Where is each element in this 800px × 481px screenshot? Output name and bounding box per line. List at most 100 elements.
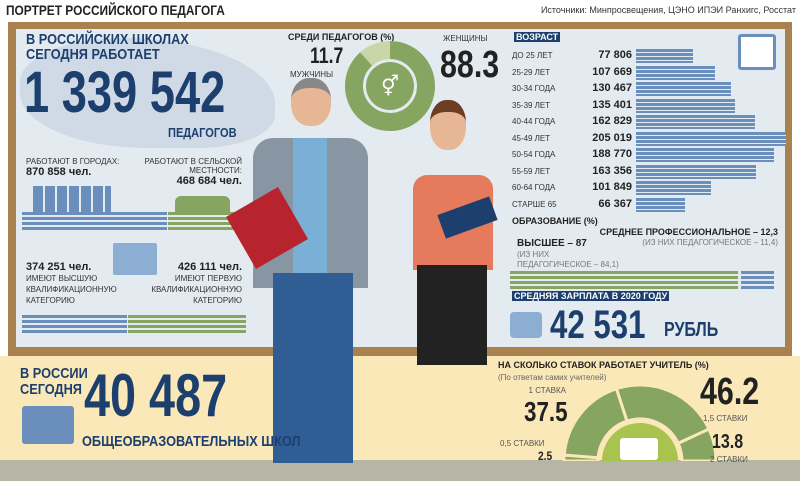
age-bar bbox=[636, 65, 715, 80]
rates-title: НА СКОЛЬКО СТАВОК РАБОТАЕТ УЧИТЕЛЬ (%) bbox=[498, 360, 709, 370]
rate-value: 46.2 bbox=[700, 371, 760, 413]
secondary-education-bar bbox=[741, 271, 774, 291]
age-bar bbox=[636, 49, 693, 63]
gender-title: СРЕДИ ПЕДАГОГОВ (%) bbox=[288, 32, 395, 42]
schools-line2: СЕГОДНЯ bbox=[20, 381, 82, 398]
age-row: 25-29 ЛЕТ 107 669 bbox=[512, 65, 782, 81]
age-bar bbox=[636, 164, 756, 179]
age-value: 130 467 bbox=[592, 82, 632, 94]
age-label: 35-39 ЛЕТ bbox=[512, 100, 551, 110]
higher-education-bar bbox=[510, 271, 738, 291]
source-note: Источники: Минпросвещения, ЦЭНО ИПЭИ Ран… bbox=[540, 5, 796, 15]
rate-value: 2.5 bbox=[538, 449, 553, 463]
rural-bar bbox=[168, 212, 245, 232]
age-bar bbox=[636, 131, 786, 146]
age-label: 25-29 ЛЕТ bbox=[512, 67, 551, 77]
age-bar bbox=[636, 82, 732, 96]
wallet-icon bbox=[510, 312, 542, 338]
age-bar bbox=[636, 98, 736, 113]
schools-value: 40 487 bbox=[84, 362, 228, 429]
rates-subtitle: (По ответам самих учителей) bbox=[498, 373, 607, 382]
rate-value: 13.8 bbox=[712, 431, 744, 453]
age-value: 162 829 bbox=[592, 115, 632, 127]
age-row: СТАРШЕ 65 66 367 bbox=[512, 197, 782, 213]
rate-label: 0,5 СТАВКИ bbox=[500, 439, 545, 448]
age-label: 60-64 ГОДА bbox=[512, 183, 556, 192]
city-value: 870 858 чел. bbox=[26, 166, 92, 178]
education-title: ОБРАЗОВАНИЕ (%) bbox=[512, 216, 598, 226]
education-secondary: СРЕДНЕЕ ПРОФЕССИОНАЛЬНОЕ – 12,3 bbox=[599, 227, 778, 237]
age-row: 40-44 ГОДА 162 829 bbox=[512, 114, 782, 130]
total-line2: СЕГОДНЯ РАБОТАЕТ bbox=[26, 46, 160, 63]
gender-symbol-icon bbox=[366, 62, 414, 110]
age-label: 30-34 ГОДА bbox=[512, 84, 556, 93]
total-line1: В РОССИЙСКИХ ШКОЛАХ bbox=[26, 31, 189, 48]
highest-cat-value: 374 251 чел. bbox=[26, 261, 92, 273]
first-cat-value: 426 111 чел. bbox=[177, 261, 242, 273]
rural-label1: РАБОТАЮТ В СЕЛЬСКОЙ bbox=[144, 157, 242, 166]
age-label: 55-59 ЛЕТ bbox=[512, 166, 551, 176]
age-label: 45-49 ЛЕТ bbox=[512, 133, 551, 143]
highest-cat-text: ИМЕЮТ ВЫСШУЮ bbox=[26, 274, 98, 283]
age-label: 40-44 ГОДА bbox=[512, 117, 556, 126]
age-value: 66 367 bbox=[598, 197, 632, 210]
salary-unit: РУБЛЬ bbox=[664, 319, 719, 341]
briefcase-icon bbox=[620, 438, 658, 460]
page-title: ПОРТРЕТ РОССИЙСКОГО ПЕДАГОГА bbox=[6, 2, 225, 18]
first-cat-text: ИМЕЮТ ПЕРВУЮ bbox=[174, 274, 242, 283]
age-row: 30-34 ГОДА 130 467 bbox=[512, 81, 782, 97]
age-bar bbox=[636, 197, 685, 212]
first-cat-text: КАТЕГОРИЮ bbox=[193, 296, 242, 305]
rate-label: 1,5 СТАВКИ bbox=[703, 414, 748, 423]
age-bar bbox=[636, 115, 756, 129]
age-title: ВОЗРАСТ bbox=[514, 32, 561, 42]
women-slice bbox=[345, 41, 435, 131]
age-bar bbox=[636, 181, 711, 195]
rate-label: 2 СТАВКИ bbox=[710, 455, 748, 464]
city-buildings-icon bbox=[33, 186, 111, 212]
age-label: СТАРШЕ 65 bbox=[512, 199, 557, 209]
first-cat-text: КВАЛИФИКАЦИОННУЮ bbox=[151, 285, 242, 294]
age-row: 50-54 ГОДА 188 770 bbox=[512, 147, 782, 163]
age-label: ДО 25 ЛЕТ bbox=[512, 51, 553, 60]
age-row: ДО 25 ЛЕТ 77 806 bbox=[512, 48, 782, 64]
age-value: 77 806 bbox=[598, 49, 632, 61]
rural-value: 468 684 чел. bbox=[176, 175, 242, 187]
age-value: 163 356 bbox=[592, 164, 632, 177]
men-value: 11.7 bbox=[310, 43, 344, 68]
age-row: 55-59 ЛЕТ 163 356 bbox=[512, 164, 782, 180]
city-label: РАБОТАЮТ В ГОРОДАХ: bbox=[26, 157, 120, 166]
schools-label: ОБЩЕОБРАЗОВАТЕЛЬНЫХ ШКОЛ bbox=[82, 433, 301, 450]
male-teacher-illustration bbox=[226, 78, 375, 478]
age-value: 101 849 bbox=[592, 181, 632, 193]
education-higher-note: ПЕДАГОГИЧЕСКОЕ – 84,1) bbox=[517, 260, 619, 269]
highest-cat-text: КАТЕГОРИЮ bbox=[26, 296, 75, 305]
age-value: 188 770 bbox=[592, 148, 632, 160]
gender-donut: ⚥ bbox=[345, 41, 435, 131]
city-bar bbox=[22, 212, 167, 232]
floor bbox=[0, 460, 800, 481]
age-value: 205 019 bbox=[592, 131, 632, 144]
female-teacher-illustration bbox=[405, 100, 500, 478]
men-label: МУЖЧИНЫ bbox=[290, 70, 334, 79]
rural-label2: МЕСТНОСТИ: bbox=[189, 166, 242, 175]
highest-cat-bar bbox=[22, 315, 127, 335]
total-unit: ПЕДАГОГОВ bbox=[168, 125, 237, 140]
age-label: 50-54 ГОДА bbox=[512, 150, 556, 159]
first-cat-bar bbox=[128, 315, 246, 335]
education-higher: ВЫСШЕЕ – 87 bbox=[517, 238, 587, 249]
rural-houses-icon bbox=[175, 196, 230, 212]
salary-value: 42 531 bbox=[550, 303, 646, 347]
salary-title: СРЕДНЯЯ ЗАРПЛАТА В 2020 ГОДУ bbox=[512, 291, 670, 301]
age-value: 135 401 bbox=[592, 98, 632, 111]
rate-label: 1 СТАВКА bbox=[528, 386, 566, 395]
book-icon bbox=[22, 406, 74, 444]
education-secondary-note: (ИЗ НИХ ПЕДАГОГИЧЕСКОЕ – 11,4) bbox=[642, 238, 778, 247]
age-row: 35-39 ЛЕТ 135 401 bbox=[512, 98, 782, 114]
age-bar bbox=[636, 148, 775, 162]
women-value: 88.3 bbox=[440, 44, 500, 86]
highest-cat-text: КВАЛИФИКАЦИОННУЮ bbox=[26, 285, 117, 294]
women-label: ЖЕНЩИНЫ bbox=[443, 34, 488, 43]
certificate-icon bbox=[113, 243, 157, 275]
svg-text:⚥: ⚥ bbox=[381, 74, 399, 98]
